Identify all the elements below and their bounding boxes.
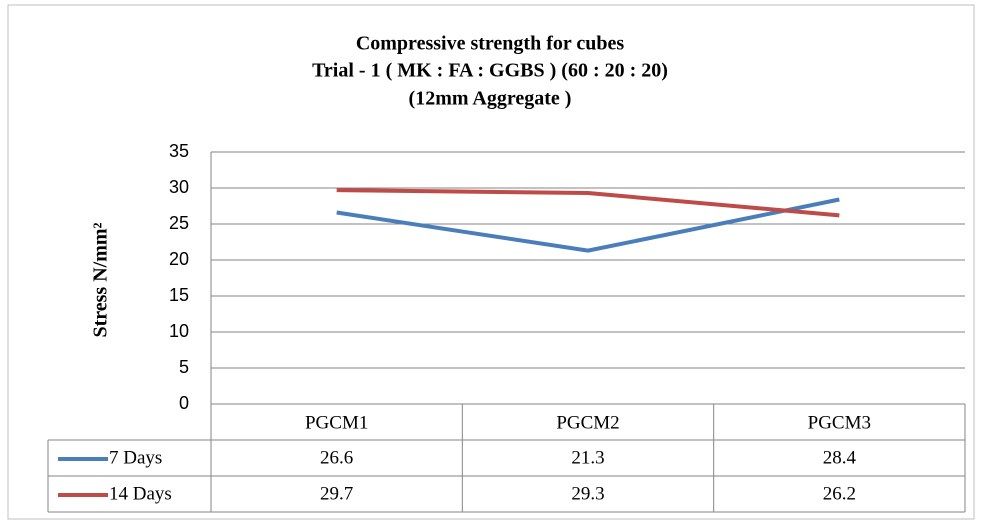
legend-label: 14 Days	[109, 483, 172, 504]
x-tick-label: PGCM1	[305, 412, 368, 433]
table-value: 26.6	[320, 447, 353, 468]
table-value: 21.3	[571, 447, 604, 468]
y-tick-label: 20	[169, 249, 189, 269]
y-tick-label: 10	[169, 321, 189, 341]
chart-title: (12mm Aggregate )	[409, 88, 572, 110]
series-line	[336, 188, 840, 218]
y-axis-label: Stress N/mm²	[90, 222, 112, 337]
legend-label: 7 Days	[109, 447, 162, 468]
x-tick-label: PGCM3	[808, 412, 871, 433]
chart-title: Compressive strength for cubes	[356, 33, 625, 55]
table-value: 26.2	[823, 483, 856, 504]
y-tick-label: 0	[179, 393, 189, 413]
table-value: 29.7	[320, 483, 353, 504]
series-line	[336, 197, 840, 253]
chart-title: Trial - 1 ( MK : FA : GGBS ) (60 : 20 : …	[312, 60, 668, 82]
y-tick-label: 35	[169, 141, 189, 161]
y-tick-label: 30	[169, 177, 189, 197]
chart-border	[7, 4, 975, 520]
x-tick-label: PGCM2	[556, 412, 619, 433]
y-tick-label: 25	[169, 213, 189, 233]
y-tick-label: 15	[169, 285, 189, 305]
table-value: 29.3	[571, 483, 604, 504]
y-tick-label: 5	[179, 357, 189, 377]
table-value: 28.4	[823, 447, 857, 468]
